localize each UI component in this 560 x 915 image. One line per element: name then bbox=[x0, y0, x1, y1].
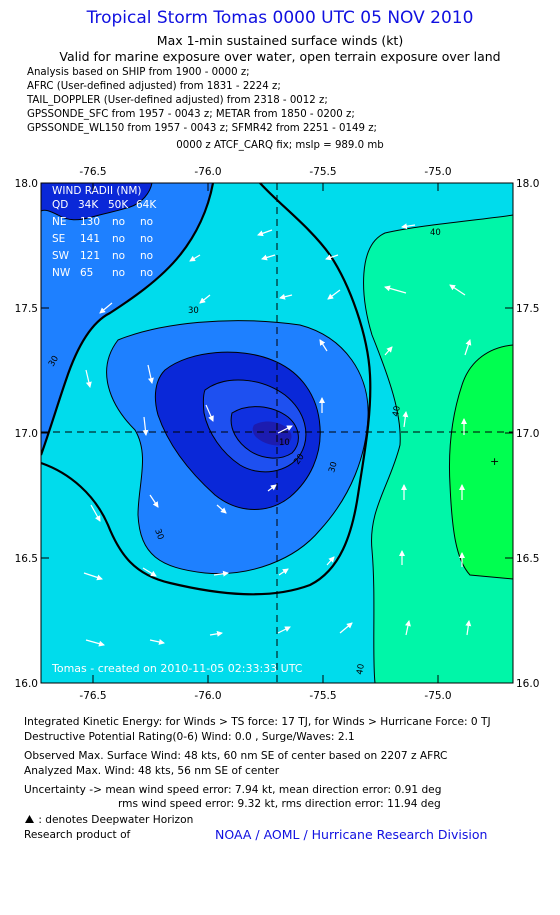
uncertainty-rms-line: rms wind speed error: 9.32 kt, rms direc… bbox=[118, 798, 441, 810]
analysis-line: AFRC (User-defined adjusted) from 1831 -… bbox=[27, 81, 281, 92]
wind-radii-quadrant: NE bbox=[52, 216, 67, 228]
wind-radii-64k: no bbox=[140, 216, 153, 228]
wind-radii-34k: 121 bbox=[80, 250, 100, 262]
lat-tick-label: 17.5 bbox=[15, 303, 38, 315]
wind-radii-34k: 141 bbox=[80, 233, 100, 245]
wind-vectors bbox=[83, 223, 472, 647]
contour-label: 30 bbox=[152, 528, 165, 542]
wind-radii-34k: 130 bbox=[80, 216, 100, 228]
noaa-credit-link[interactable]: NOAA / AOML / Hurricane Research Divisio… bbox=[215, 827, 488, 842]
wind-radii-header: 50K bbox=[108, 199, 129, 211]
contour-20kt-outer bbox=[106, 320, 369, 575]
lon-tick-label: -76.0 bbox=[194, 166, 221, 178]
wind-radii-quadrant: NW bbox=[52, 267, 71, 279]
wind-radii-64k: no bbox=[140, 250, 153, 262]
coastline bbox=[41, 183, 153, 221]
contour-30kt bbox=[41, 183, 215, 456]
ike-line: Integrated Kinetic Energy: for Winds > T… bbox=[24, 716, 491, 728]
lon-tick-label: -76.5 bbox=[79, 166, 106, 178]
lon-tick-label: -76.0 bbox=[194, 690, 221, 700]
lat-tick-label: 17.0 bbox=[516, 428, 539, 440]
wind-radii-header: QD bbox=[52, 199, 68, 211]
eye-core-center bbox=[252, 421, 292, 446]
lat-tick-label: 17.0 bbox=[15, 428, 38, 440]
contour-50kt bbox=[449, 344, 513, 580]
analysis-line: TAIL_DOPPLER (User-defined adjusted) fro… bbox=[27, 95, 328, 106]
axis-ticks bbox=[41, 183, 513, 683]
subtitle-exposure: Valid for marine exposure over water, op… bbox=[59, 49, 501, 64]
wind-radii-header: 64K bbox=[136, 199, 157, 211]
analysis-line: GPSSONDE_SFC from 1957 - 0043 z; METAR f… bbox=[27, 109, 355, 120]
wind-radii-header: 34K bbox=[78, 199, 99, 211]
lat-tick-label: 16.0 bbox=[516, 678, 539, 690]
contour-30kt-south bbox=[41, 183, 372, 596]
wind-radii-50k: no bbox=[112, 267, 125, 279]
wind-level-50-60 bbox=[449, 345, 513, 579]
contour-label: 40 bbox=[430, 228, 441, 238]
wind-map: 30 30 30 30 40 40 40 20 10 + WIND RADII … bbox=[15, 166, 540, 700]
wind-radii-quadrant: SW bbox=[52, 250, 70, 262]
analyzed-max-line: Analyzed Max. Wind: 48 kts, 56 nm SE of … bbox=[24, 765, 280, 777]
land-haiti bbox=[41, 183, 152, 220]
wind-radii-64k: no bbox=[140, 233, 153, 245]
observed-max-line: Observed Max. Surface Wind: 48 kts, 60 n… bbox=[24, 750, 448, 762]
contour-10kt bbox=[202, 379, 307, 473]
lon-tick-label: -75.0 bbox=[424, 166, 451, 178]
mslp-line: 0000 z ATCF_CARQ fix; mslp = 989.0 mb bbox=[176, 140, 384, 151]
contour-eye bbox=[230, 406, 299, 459]
lon-tick-label: -76.5 bbox=[79, 690, 106, 700]
subtitle-wind-type: Max 1-min sustained surface winds (kt) bbox=[156, 33, 404, 48]
contour-label: 30 bbox=[327, 461, 339, 474]
lon-tick-label: -75.0 bbox=[424, 690, 451, 700]
uncertainty-line: Uncertainty -> mean wind speed error: 7.… bbox=[24, 784, 442, 796]
lat-tick-label: 16.0 bbox=[15, 678, 38, 690]
contour-label: 10 bbox=[279, 438, 290, 448]
wind-radii-table: WIND RADII (NM) QD 34K 50K 64K NE 130 no… bbox=[52, 185, 157, 279]
lat-tick-label: 17.5 bbox=[516, 303, 539, 315]
deepwater-legend: : denotes Deepwater Horizon bbox=[24, 814, 193, 826]
contour-20kt bbox=[154, 351, 321, 510]
wind-radii-title: WIND RADII (NM) bbox=[52, 185, 142, 197]
contour-label: 40 bbox=[355, 663, 367, 675]
wind-level-20-30-nw bbox=[41, 183, 213, 455]
lon-tick-label: -75.5 bbox=[309, 690, 336, 700]
lat-tick-label: 16.5 bbox=[516, 553, 539, 565]
deepwater-text: : denotes Deepwater Horizon bbox=[38, 814, 194, 826]
wind-radii-34k: 65 bbox=[80, 267, 93, 279]
lat-tick-label: 18.0 bbox=[15, 178, 38, 190]
contour-40kt bbox=[363, 214, 513, 683]
wind-radii-quadrant: SE bbox=[52, 233, 65, 245]
dpr-line: Destructive Potential Rating(0-6) Wind: … bbox=[24, 731, 355, 743]
max-wind-marker: + bbox=[490, 455, 499, 468]
lat-tick-label: 16.5 bbox=[15, 553, 38, 565]
analysis-line: GPSSONDE_WL150 from 1957 - 0043 z; SFMR4… bbox=[27, 123, 377, 134]
contour-label: 30 bbox=[47, 354, 61, 368]
wind-radii-64k: no bbox=[140, 267, 153, 279]
analysis-line: Analysis based on SHIP from 1900 - 0000 … bbox=[27, 67, 250, 78]
lat-tick-label: 18.0 bbox=[516, 178, 539, 190]
wind-radii-50k: no bbox=[112, 233, 125, 245]
contour-label: 30 bbox=[188, 306, 199, 316]
contour-label: 40 bbox=[391, 405, 403, 417]
storm-title: Tropical Storm Tomas 0000 UTC 05 NOV 201… bbox=[86, 8, 474, 28]
lon-tick-label: -75.5 bbox=[309, 166, 336, 178]
deepwater-icon bbox=[25, 815, 34, 823]
wind-radii-50k: no bbox=[112, 250, 125, 262]
wind-radii-50k: no bbox=[112, 216, 125, 228]
research-label: Research product of bbox=[24, 829, 131, 841]
creation-credit: Tomas - created on 2010-11-05 02:33:33 U… bbox=[51, 662, 303, 675]
